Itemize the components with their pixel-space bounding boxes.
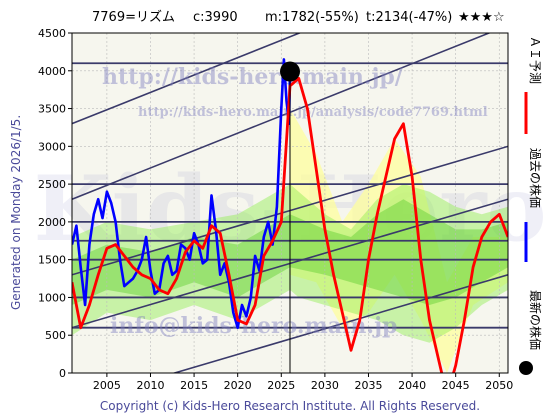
legend-item-latest: 最新の株価: [519, 290, 543, 375]
min-stat: m:1782(-55%): [265, 10, 359, 25]
watermark-url-analysis: http://kids-hero.main.jp/analysis/code77…: [138, 105, 488, 120]
chart-header: 7769=リズム c:3990 m:1782(-55%) t:2134(-47%…: [92, 9, 505, 25]
past-price-line: [72, 58, 292, 329]
x-tick-label: 2015: [180, 379, 208, 392]
y-tick-label: 1500: [38, 254, 66, 267]
y-tick-label: 1000: [38, 291, 66, 304]
trend-line: [72, 33, 302, 125]
current-price: c:3990: [193, 10, 238, 25]
watermark-email: info@kids-hero.main.jp: [110, 313, 397, 339]
x-tick-label: 2010: [136, 379, 164, 392]
axes: 0 500 1000 1500 2000 2500 3000 3500 4000 4500 2005…: [38, 27, 513, 392]
y-tick-label: 4500: [38, 27, 66, 40]
legend: ＡＩ予測 過去の株価 最新の株価: [519, 36, 543, 375]
legend-item-past: 過去の株価: [524, 148, 543, 262]
y-tick-label: 3500: [38, 103, 66, 116]
plot-frame: [71, 32, 509, 374]
target-stat: t:2134(-47%): [366, 10, 452, 25]
x-tick-label: 2040: [398, 379, 426, 392]
x-tick-label: 2020: [224, 379, 252, 392]
copyright-footer: Copyright (c) Kids-Hero Research Institu…: [100, 399, 480, 413]
x-tick-label: 2025: [267, 379, 295, 392]
code-name: 7769=リズム: [92, 9, 175, 25]
y-tick-label: 4000: [38, 65, 66, 78]
y-tick-label: 500: [45, 329, 66, 342]
x-tick-label: 2035: [354, 379, 382, 392]
legend-label-ai: ＡＩ予測: [528, 36, 542, 84]
x-tick-label: 2030: [311, 379, 339, 392]
y-tick-label: 2000: [38, 216, 66, 229]
x-tick-label: 2005: [93, 379, 121, 392]
generated-label: Generated on Monday 2026/1/5.: [9, 115, 23, 310]
legend-label-past: 過去の株価: [528, 148, 543, 208]
latest-price-marker: [280, 61, 300, 82]
watermark-url-main: http://kids-hero.main.jp/: [102, 64, 404, 90]
rating: ★★★☆: [458, 10, 505, 25]
y-tick-label: 2500: [38, 178, 66, 191]
y-tick-label: 0: [59, 367, 66, 380]
x-tick-label: 2050: [485, 379, 513, 392]
legend-swatch-latest: [519, 361, 533, 375]
y-tick-label: 3000: [38, 140, 66, 153]
legend-item-ai-forecast: ＡＩ予測: [524, 36, 542, 134]
legend-label-latest: 最新の株価: [528, 290, 543, 350]
x-tick-label: 2045: [442, 379, 470, 392]
